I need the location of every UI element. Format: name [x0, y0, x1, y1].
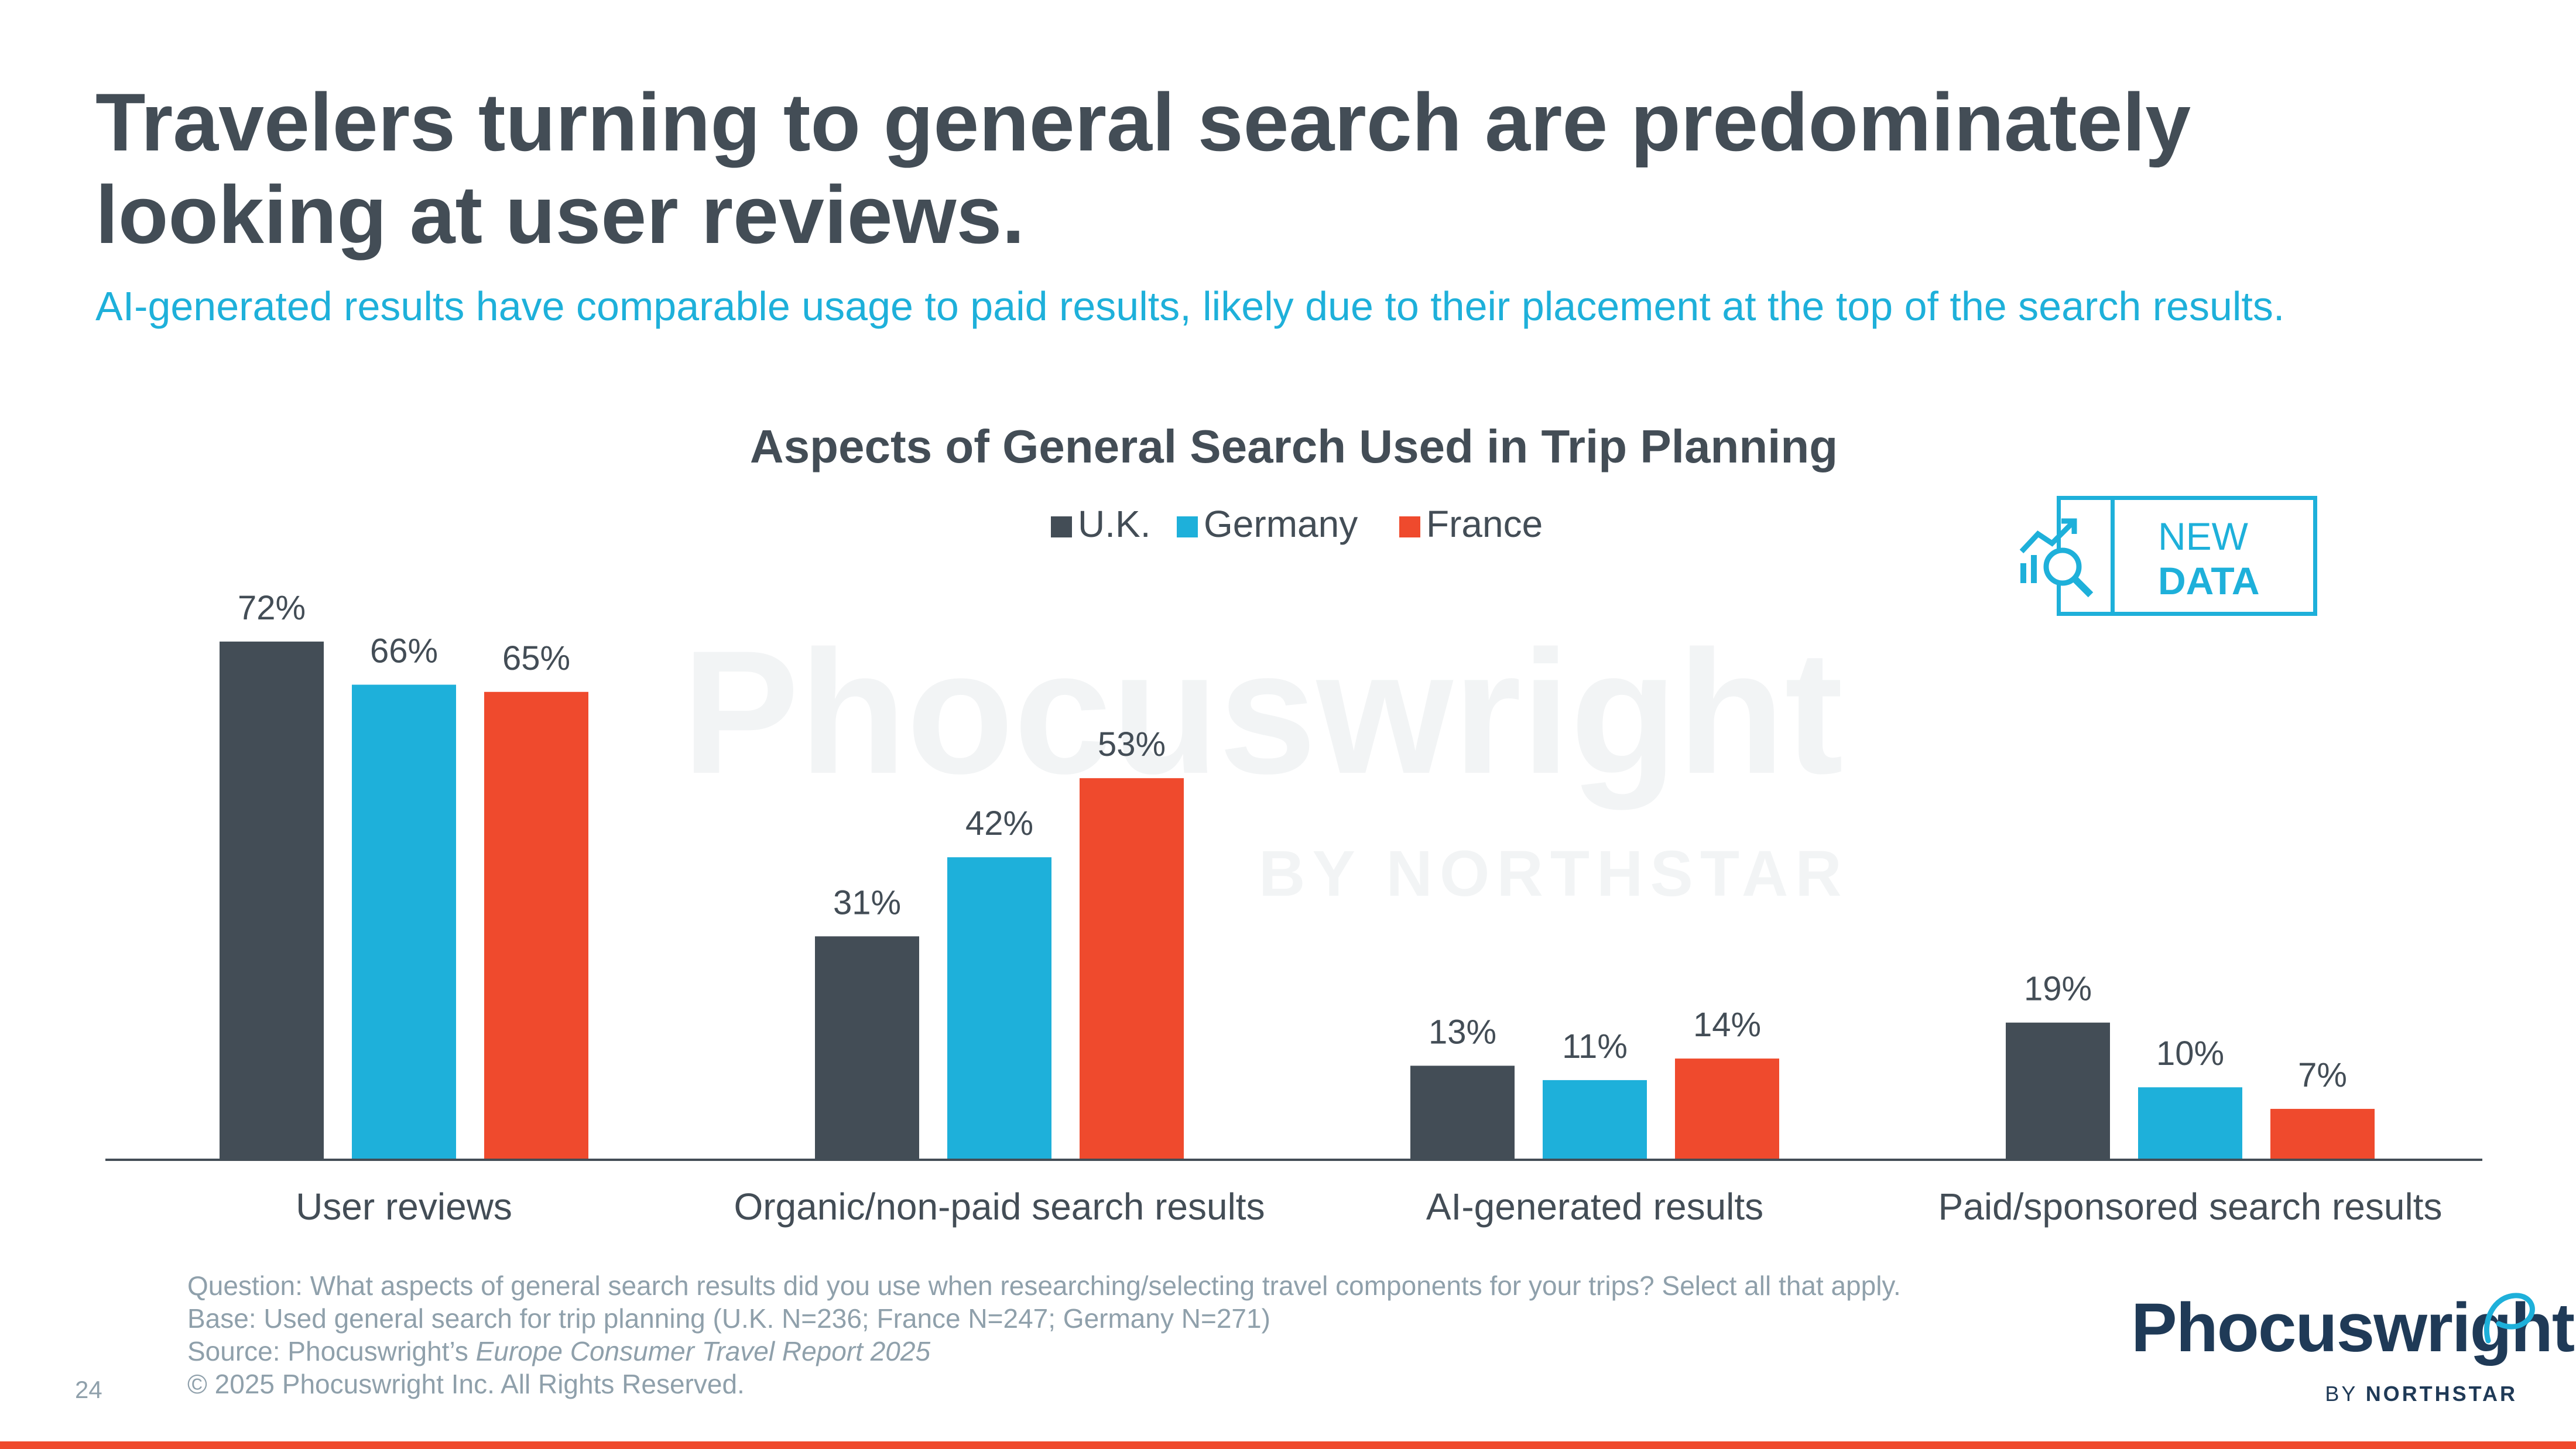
legend-label-0: U.K. [1078, 503, 1150, 545]
watermark-subtext: BY NORTHSTAR [1259, 838, 1849, 910]
badge-divider [2111, 500, 2115, 612]
watermark: Phocuswright BY NORTHSTAR [682, 614, 1849, 910]
legend-swatch-2 [1399, 516, 1420, 537]
new-data-badge: NEW DATA [2019, 496, 2317, 616]
page-title: Travelers turning to general search are … [95, 76, 2191, 261]
legend-swatch-0 [1051, 516, 1072, 537]
legend-swatch-1 [1177, 516, 1198, 537]
phocuswright-logo: Phocuswright BY NORTHSTAR [2131, 1288, 2575, 1417]
data-label-1-1: 42% [965, 804, 1033, 842]
watermark-text: Phocuswright [682, 614, 1843, 811]
chart-bars: 72% 66% 65% 31% 42% 53% 13% 11% 14% 19% 10% 7% [220, 589, 2375, 1159]
page-subtitle: AI-generated results have comparable usa… [95, 283, 2285, 329]
data-label-1-0: 31% [833, 883, 901, 922]
bar-1-2 [1080, 778, 1184, 1159]
bar-1-1 [947, 857, 1051, 1159]
category-label-2: AI-generated results [1426, 1186, 1763, 1228]
bottom-accent-bar [0, 1441, 2576, 1449]
bar-0-2 [484, 691, 588, 1159]
category-label-0: User reviews [296, 1186, 512, 1228]
bar-2-1 [1543, 1080, 1647, 1159]
data-label-3-1: 10% [2156, 1034, 2224, 1073]
legend-label-2: France [1426, 503, 1543, 545]
bar-0-1 [352, 684, 456, 1159]
bar-3-1 [2138, 1087, 2242, 1159]
data-label-2-1: 11% [1562, 1027, 1628, 1066]
badge-line1: NEW [2158, 515, 2248, 558]
bar-3-0 [2006, 1022, 2110, 1159]
bar-3-2 [2270, 1109, 2375, 1159]
bar-1-0 [815, 936, 919, 1159]
footnote-copyright: © 2025 Phocuswright Inc. All Rights Rese… [187, 1369, 745, 1399]
badge-text: NEW DATA [2158, 514, 2260, 603]
footnote-source-title: Europe Consumer Travel Report 2025 [475, 1336, 931, 1366]
footnotes: Question: What aspects of general search… [187, 1269, 2061, 1400]
page-number: 24 [75, 1376, 102, 1403]
data-label-3-0: 19% [2024, 970, 2092, 1008]
footnote-base: Base: Used general search for trip plann… [187, 1303, 1270, 1334]
logo-byline: BY NORTHSTAR [2325, 1382, 2517, 1406]
bar-2-2 [1675, 1059, 1779, 1159]
data-label-0-2: 65% [502, 639, 570, 677]
bar-2-0 [1410, 1066, 1515, 1159]
legend-label-1: Germany [1204, 503, 1358, 545]
footnote-source: Source: Phocuswright’s Europe Consumer T… [187, 1335, 2061, 1368]
chart-title: Aspects of General Search Used in Trip P… [750, 420, 1838, 472]
footnote-source-prefix: Source: Phocuswright’s [187, 1336, 476, 1366]
bar-0-0 [220, 641, 324, 1159]
data-label-2-2: 14% [1693, 1006, 1761, 1044]
data-label-1-2: 53% [1098, 725, 1166, 763]
data-label-3-2: 7% [2298, 1056, 2347, 1094]
badge-line2: DATA [2158, 559, 2260, 602]
logo-swirl-icon [2483, 1293, 2535, 1344]
category-label-3: Paid/sponsored search results [1938, 1186, 2443, 1228]
logo-by: BY [2325, 1382, 2366, 1406]
x-axis-labels: User reviews Organic/non-paid search resu… [296, 1186, 2442, 1228]
data-label-0-0: 72% [238, 589, 306, 627]
footnote-question: Question: What aspects of general search… [187, 1270, 1901, 1301]
chart-legend: U.K. Germany France [1051, 503, 1543, 545]
data-label-0-1: 66% [370, 632, 438, 670]
data-label-2-0: 13% [1429, 1013, 1496, 1051]
category-label-1: Organic/non-paid search results [734, 1186, 1265, 1228]
logo-brand: NORTHSTAR [2365, 1382, 2517, 1406]
chart-magnifier-icon [2019, 518, 2094, 598]
